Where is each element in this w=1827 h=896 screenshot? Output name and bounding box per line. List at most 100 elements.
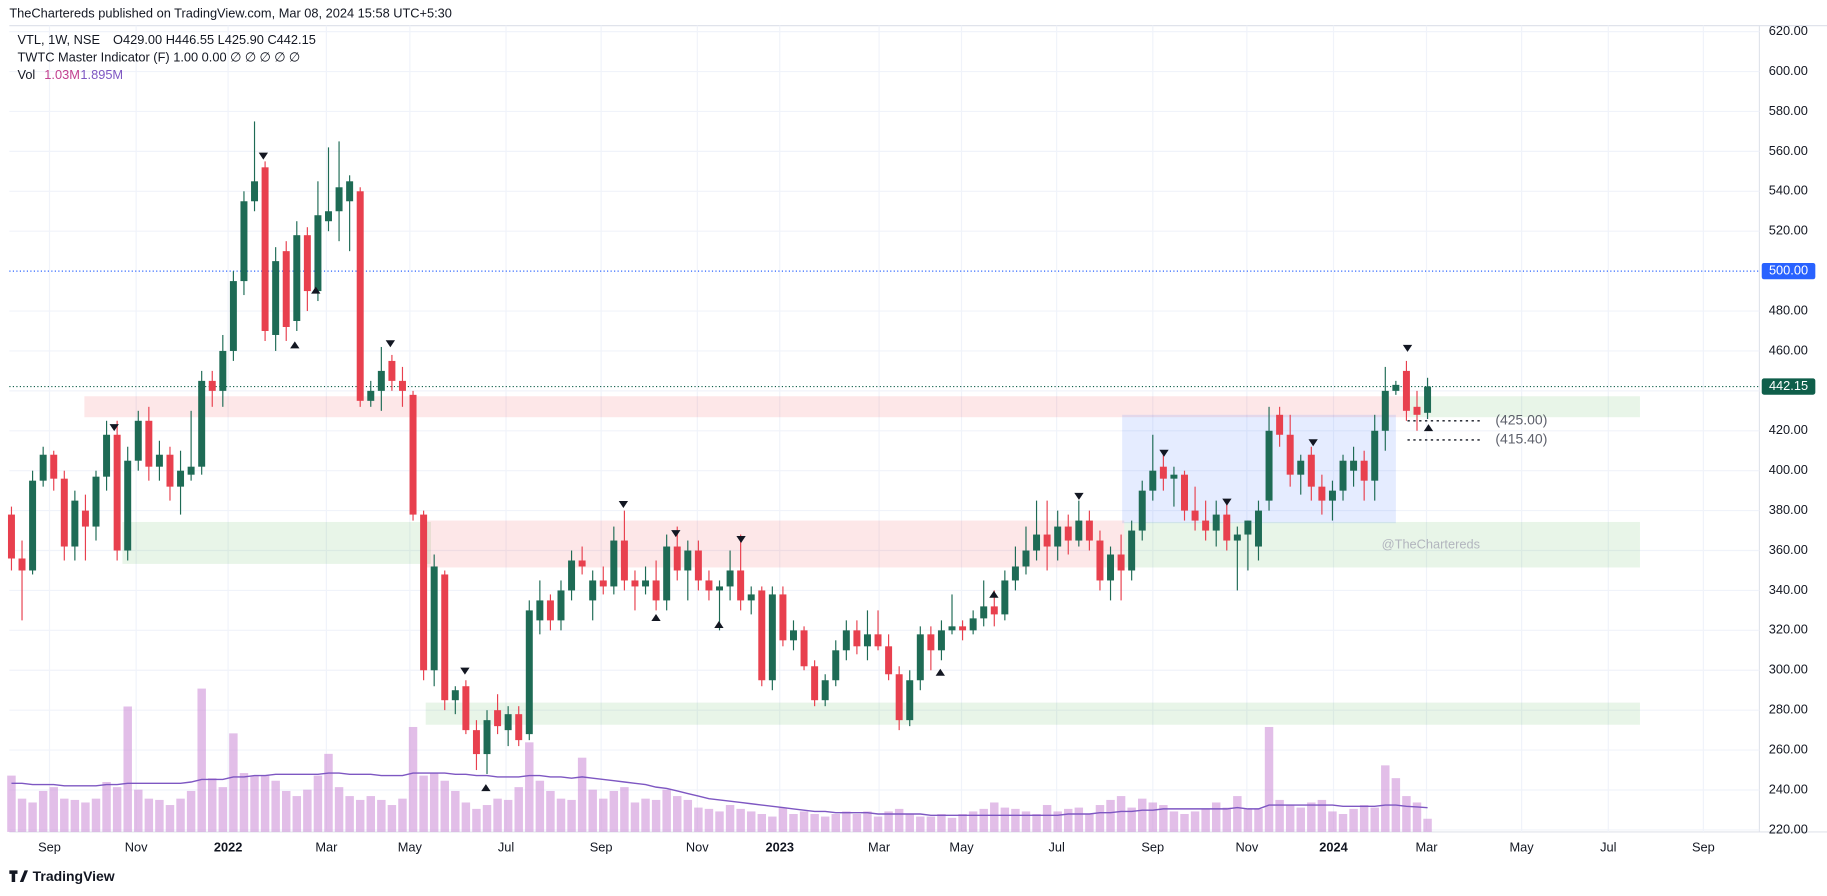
volume-bar [303, 789, 312, 832]
candle-body [747, 594, 755, 601]
candle-body [240, 201, 248, 282]
x-tick-label: Nov [1235, 840, 1258, 855]
candle-body [1075, 520, 1083, 541]
volume-bar [947, 817, 957, 832]
volume-bar [419, 775, 428, 832]
candle-body [906, 680, 914, 721]
candle-body [303, 235, 311, 292]
tradingview-logo: TradingView [9, 868, 115, 884]
candle-body [652, 580, 660, 601]
candle-body [1307, 454, 1315, 487]
x-tick-label: Jul [1600, 840, 1616, 855]
y-tick-label: 380.00 [1769, 502, 1808, 517]
volume-bar [229, 733, 238, 832]
volume-bar [1021, 811, 1031, 832]
volume-bar [271, 780, 280, 832]
y-tick-label: 520.00 [1769, 223, 1808, 238]
candle-body [716, 586, 723, 591]
candle-body [800, 630, 808, 667]
x-tick-label: Nov [686, 840, 709, 855]
candle-body [1181, 474, 1188, 511]
volume-bar [197, 688, 206, 832]
x-tick-label: Jul [498, 840, 514, 855]
volume-bar [588, 789, 597, 832]
price-label-box [1761, 262, 1816, 280]
volume-bar [70, 799, 80, 832]
volume-bar [123, 706, 132, 832]
candle-body [515, 714, 523, 741]
candle-body [356, 191, 364, 401]
candle-body [916, 634, 924, 681]
candle-body [388, 360, 396, 381]
candle-body [71, 500, 79, 547]
volume-bar [852, 813, 862, 832]
volume-bar [1053, 811, 1062, 832]
candle-body [103, 434, 111, 477]
candle-body [874, 634, 882, 647]
x-tick-label: Sep [38, 840, 61, 855]
volume-bar [1074, 807, 1084, 832]
volume-bar [1085, 813, 1094, 832]
volume-bar [609, 790, 619, 832]
y-tick-label: 400.00 [1769, 462, 1808, 477]
volume-bar [28, 802, 37, 832]
x-tick-label: Sep [1692, 840, 1715, 855]
ohlc-legend: O429.00 H446.55 L425.90 C442.15 [113, 32, 316, 47]
volume-bar [451, 790, 460, 832]
candle-body [1064, 526, 1072, 541]
price-label-box [1761, 378, 1816, 395]
candle-body [92, 476, 100, 527]
volume-bar [799, 811, 809, 832]
candle-body [959, 626, 967, 631]
candle-body [272, 261, 280, 335]
x-tick-label: Jul [1048, 840, 1064, 855]
volume-bar [1190, 811, 1200, 832]
candle-body [1350, 460, 1358, 471]
published-line: TheChartereds published on TradingView.c… [9, 5, 452, 20]
volume-bar [525, 742, 534, 832]
volume-bar [155, 799, 164, 832]
volume-bar [1095, 805, 1105, 832]
candles [7, 121, 1432, 775]
candle-body [1149, 470, 1157, 491]
candle-body [494, 710, 502, 727]
axes: 220.00 240.00 260.00 280.00 300.00 320.00 340.… [38, 23, 1816, 855]
y-tick-label: 620.00 [1769, 23, 1808, 38]
volume-bar [673, 796, 682, 832]
candle-body [325, 211, 332, 222]
candle-body [335, 187, 343, 212]
candle-body [398, 380, 406, 391]
candle-body [472, 730, 480, 755]
candle-body [208, 380, 216, 391]
candle-body [314, 215, 322, 292]
candle-body [187, 466, 195, 475]
volume-bar [38, 790, 48, 832]
volume-bar [1381, 765, 1390, 832]
candle-body [7, 514, 15, 559]
volume-bar [810, 813, 819, 832]
candle-body [853, 630, 861, 647]
y-tick-label: 280.00 [1769, 702, 1808, 717]
y-tick-label: 300.00 [1769, 662, 1808, 677]
volume-bar [979, 808, 988, 832]
candle-body [1276, 414, 1284, 435]
x-tick-label: Mar [868, 840, 891, 855]
volume-bar [1328, 811, 1337, 832]
volume-bar [884, 811, 893, 832]
candle-body [1223, 514, 1231, 541]
volume-bar [208, 778, 217, 832]
y-tick-label: 600.00 [1769, 63, 1808, 78]
candle-body [1043, 534, 1051, 547]
candle-body [927, 634, 935, 651]
x-tick-label: May [1510, 840, 1535, 855]
candle-body [229, 281, 237, 351]
candle-body [1413, 406, 1421, 415]
volume-bar [1307, 802, 1316, 832]
volume-bar [662, 789, 671, 832]
volume-bar [1412, 802, 1422, 832]
volume-bar [577, 757, 587, 832]
candle-body [990, 606, 998, 615]
volume-bar [134, 789, 143, 832]
zone [122, 521, 432, 564]
y-tick-label: 340.00 [1769, 582, 1808, 597]
